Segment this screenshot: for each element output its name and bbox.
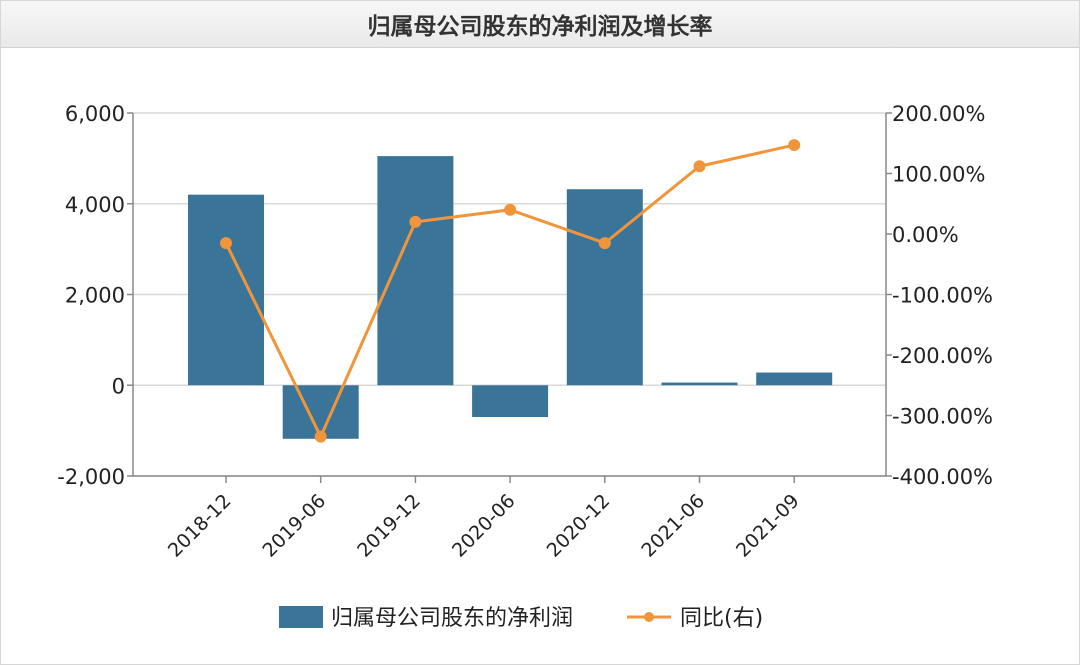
- line-point: [409, 215, 422, 228]
- bar: [566, 189, 643, 386]
- legend-bar-swatch: [279, 606, 323, 628]
- y-left-tick-label: 2,000: [65, 284, 125, 308]
- legend-bar-label: 归属母公司股东的净利润: [331, 606, 573, 631]
- y-left-tick-label: -2,000: [57, 465, 125, 489]
- y-right-tick-label: -400.00%: [892, 465, 993, 489]
- bar: [472, 385, 549, 418]
- line-point: [598, 237, 611, 250]
- bar: [282, 385, 359, 439]
- line-point: [693, 160, 706, 173]
- y-right-tick-label: 200.00%: [892, 102, 985, 126]
- y-right-tick-label: 100.00%: [892, 163, 985, 187]
- bar: [661, 382, 738, 386]
- x-tick-label: 2020-12: [543, 490, 615, 562]
- y-left-tick-label: 6,000: [65, 102, 125, 126]
- bar: [756, 372, 833, 386]
- line-point: [504, 203, 517, 216]
- y-left-tick-label: 0: [112, 374, 125, 398]
- x-tick-label: 2021-06: [637, 490, 709, 562]
- y-right-tick-label: 0.00%: [892, 223, 959, 247]
- x-tick-label: 2019-06: [259, 490, 331, 562]
- line-point: [314, 430, 327, 443]
- x-tick-label: 2021-09: [732, 490, 804, 562]
- x-tick-label: 2019-12: [353, 490, 425, 562]
- x-tick-label: 2018-12: [164, 490, 236, 562]
- line-point: [220, 237, 232, 250]
- bar: [377, 156, 454, 386]
- legend-line-label: 同比(右): [680, 606, 763, 631]
- bar: [188, 194, 264, 386]
- y-right-tick-label: -300.00%: [892, 405, 993, 429]
- chart-title: 归属母公司股东的净利润及增长率: [367, 14, 713, 40]
- y-right-tick-label: -200.00%: [892, 344, 993, 368]
- chart-header: 归属母公司股东的净利润及增长率: [1, 1, 1079, 48]
- y-left-tick-label: 4,000: [65, 193, 125, 217]
- line-point: [788, 139, 801, 152]
- y-right-tick-label: -100.00%: [892, 284, 993, 308]
- x-tick-label: 2020-06: [448, 490, 520, 562]
- legend-line-marker: [644, 612, 654, 622]
